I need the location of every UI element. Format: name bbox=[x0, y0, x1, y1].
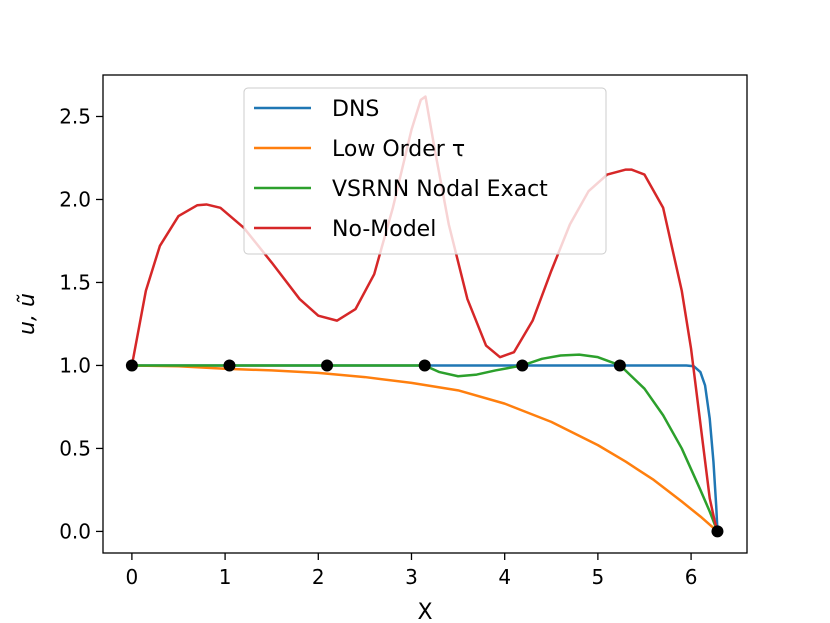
y-tick-label: 2.0 bbox=[59, 187, 91, 211]
legend-label: DNS bbox=[332, 97, 379, 122]
y-tick-label: 0.0 bbox=[59, 519, 91, 543]
plot-frame bbox=[102, 74, 748, 554]
node-marker bbox=[418, 359, 431, 372]
x-tick-label: 6 bbox=[685, 565, 698, 589]
node-marker bbox=[516, 359, 529, 372]
x-tick-label: 0 bbox=[126, 565, 139, 589]
legend-label: VSRNN Nodal Exact bbox=[332, 177, 548, 202]
x-tick-label: 5 bbox=[592, 565, 605, 589]
x-tick-label: 1 bbox=[219, 565, 232, 589]
y-tick-label: 2.5 bbox=[59, 104, 91, 128]
node-marker bbox=[125, 359, 138, 372]
legend: DNS Low Order τ VSRNN Nodal Exact No-Model bbox=[243, 87, 607, 255]
y-tick-label: 1.5 bbox=[59, 270, 91, 294]
x-tick-label: 2 bbox=[312, 565, 325, 589]
legend-box bbox=[243, 87, 607, 255]
legend-label: No-Model bbox=[332, 217, 436, 242]
node-marker bbox=[613, 359, 626, 372]
x-tick-label: 4 bbox=[498, 565, 511, 589]
y-tick-label: 0.5 bbox=[59, 436, 91, 460]
node-marker bbox=[321, 359, 334, 372]
node-marker bbox=[223, 359, 236, 372]
series-line-1 bbox=[131, 364, 719, 533]
y-axis: 0.0 0.5 1.0 1.5 2.0 2.5 bbox=[59, 104, 103, 543]
legend-label: Low Order τ bbox=[332, 137, 465, 162]
x-axis-label: X bbox=[417, 600, 432, 623]
y-tick-label: 1.0 bbox=[59, 353, 91, 377]
x-tick-label: 3 bbox=[405, 565, 418, 589]
marker-layer bbox=[125, 359, 724, 538]
series-line-2 bbox=[131, 353, 719, 532]
x-axis: 0 1 2 3 4 5 6 bbox=[126, 553, 698, 589]
y-axis-label: u, ũ bbox=[15, 293, 40, 335]
node-marker bbox=[711, 525, 724, 538]
